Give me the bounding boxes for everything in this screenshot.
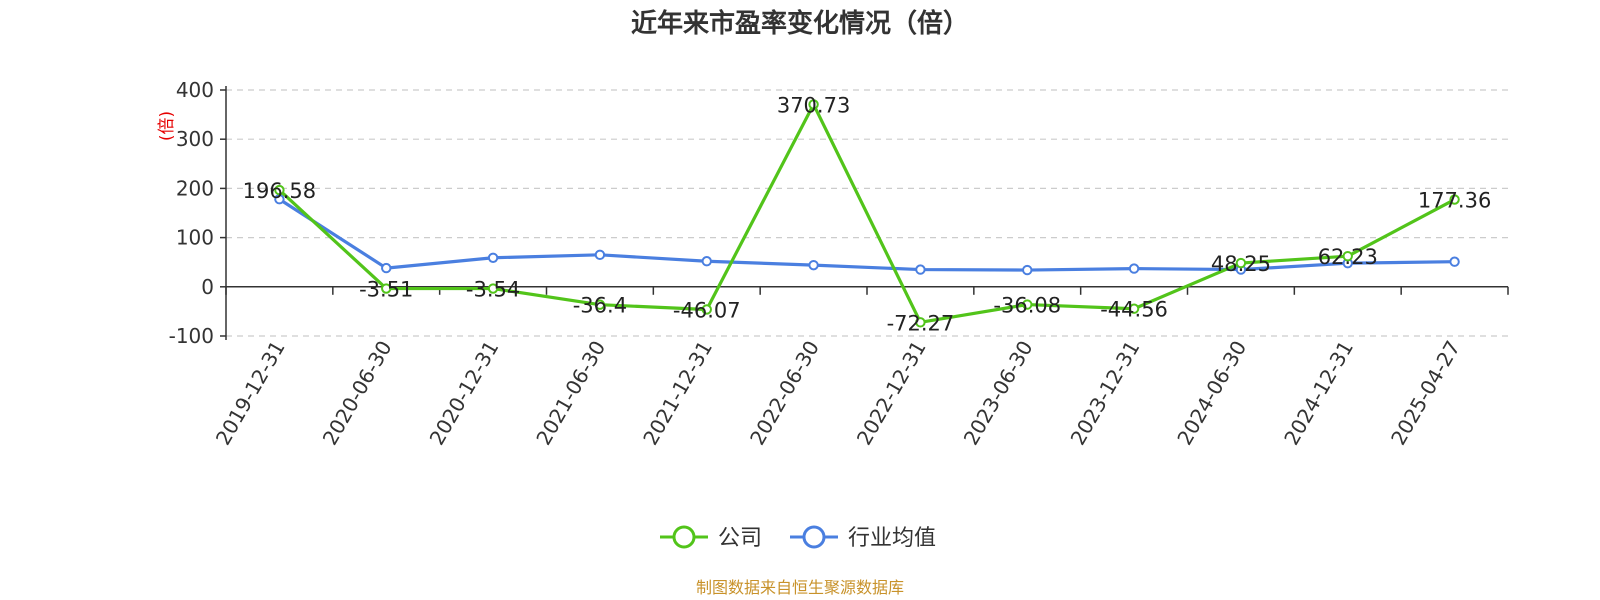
x-tick-label: 2020-06-30 <box>318 337 397 450</box>
data-label: -3.51 <box>359 278 413 302</box>
industry-point <box>701 256 712 267</box>
x-tick-label: 2024-06-30 <box>1172 337 1251 450</box>
industry-point <box>594 249 606 261</box>
industry-point <box>1022 264 1033 276</box>
company-point <box>808 99 819 110</box>
y-tick-label: 200 <box>176 176 214 200</box>
x-tick-label: 2022-06-30 <box>745 337 824 450</box>
legend-item-industry[interactable]: 行业均值 <box>790 525 936 551</box>
x-tick-label: 2023-12-31 <box>1066 337 1145 450</box>
grid-lines <box>226 89 1508 337</box>
x-tick-label: 2019-12-31 <box>211 337 290 450</box>
industry-point <box>1128 263 1140 274</box>
chart-title: 近年来市盈率变化情况（倍） <box>631 8 969 39</box>
data-label: 48.25 <box>1211 252 1271 276</box>
data-label: -44.56 <box>1100 298 1168 322</box>
legend-industry-label: 行业均值 <box>848 526 936 551</box>
legend-industry-marker <box>802 525 826 549</box>
data-label: 62.23 <box>1318 245 1378 269</box>
y-tick-label: 0 <box>201 275 214 299</box>
company-point <box>701 304 712 315</box>
data-label: -72.27 <box>887 311 955 335</box>
industry-point <box>808 259 819 271</box>
x-tick-label: 2024-12-31 <box>1279 337 1358 450</box>
company-point <box>487 283 499 294</box>
company-point <box>1235 257 1247 269</box>
company-series-line <box>278 102 1456 324</box>
company-point <box>1449 194 1460 205</box>
y-axis-ticks: 400 300 200 100 0 -100 <box>169 78 226 348</box>
legend-company-label: 公司 <box>718 526 762 551</box>
company-point <box>1022 299 1033 310</box>
x-tick-label: 2022-12-31 <box>852 337 931 450</box>
x-tick-label: 2020-12-31 <box>425 337 504 450</box>
data-label: 177.36 <box>1418 189 1491 213</box>
legend[interactable]: 公司 行业均值 <box>660 525 936 551</box>
series-lines <box>274 99 1460 328</box>
data-label: -36.08 <box>993 294 1061 318</box>
data-label: -36.4 <box>573 294 627 318</box>
x-tick-label: 2021-12-31 <box>638 337 717 450</box>
industry-point <box>1449 256 1460 267</box>
industry-point <box>915 264 926 275</box>
y-tick-label: 400 <box>176 78 214 102</box>
x-tick-label: 2023-06-30 <box>959 337 1038 450</box>
company-point <box>274 184 285 196</box>
y-tick-label: 300 <box>176 127 214 151</box>
company-point <box>915 317 926 328</box>
company-point <box>381 283 392 294</box>
company-point <box>1128 303 1140 314</box>
data-label: -3.54 <box>466 278 520 302</box>
source-note: 制图数据来自恒生聚源数据库 <box>696 578 904 597</box>
industry-point <box>381 262 392 274</box>
x-axis-ticks: 2019-12-31 2020-06-30 2020-12-31 2021-06-30… <box>211 286 1509 450</box>
x-tick-label: 2021-06-30 <box>531 337 610 450</box>
y-tick-label: 100 <box>176 226 214 250</box>
data-label: 196.58 <box>243 179 316 203</box>
industry-series-line <box>278 197 1455 272</box>
legend-item-company[interactable]: 公司 <box>660 525 762 551</box>
data-label: 370.73 <box>777 93 850 117</box>
legend-company-marker <box>672 525 696 549</box>
x-tick-label: 2025-04-27 <box>1386 337 1465 450</box>
industry-point <box>487 252 499 263</box>
y-axis-unit-label: (倍) <box>157 111 177 141</box>
company-point <box>1342 250 1353 262</box>
data-label: -46.07 <box>673 298 741 322</box>
company-point <box>594 299 606 310</box>
y-tick-label: -100 <box>169 324 214 348</box>
data-labels: 196.58 -3.51 -3.54 -36.4 -46.07 370.73 -72.27 -… <box>243 93 1492 335</box>
